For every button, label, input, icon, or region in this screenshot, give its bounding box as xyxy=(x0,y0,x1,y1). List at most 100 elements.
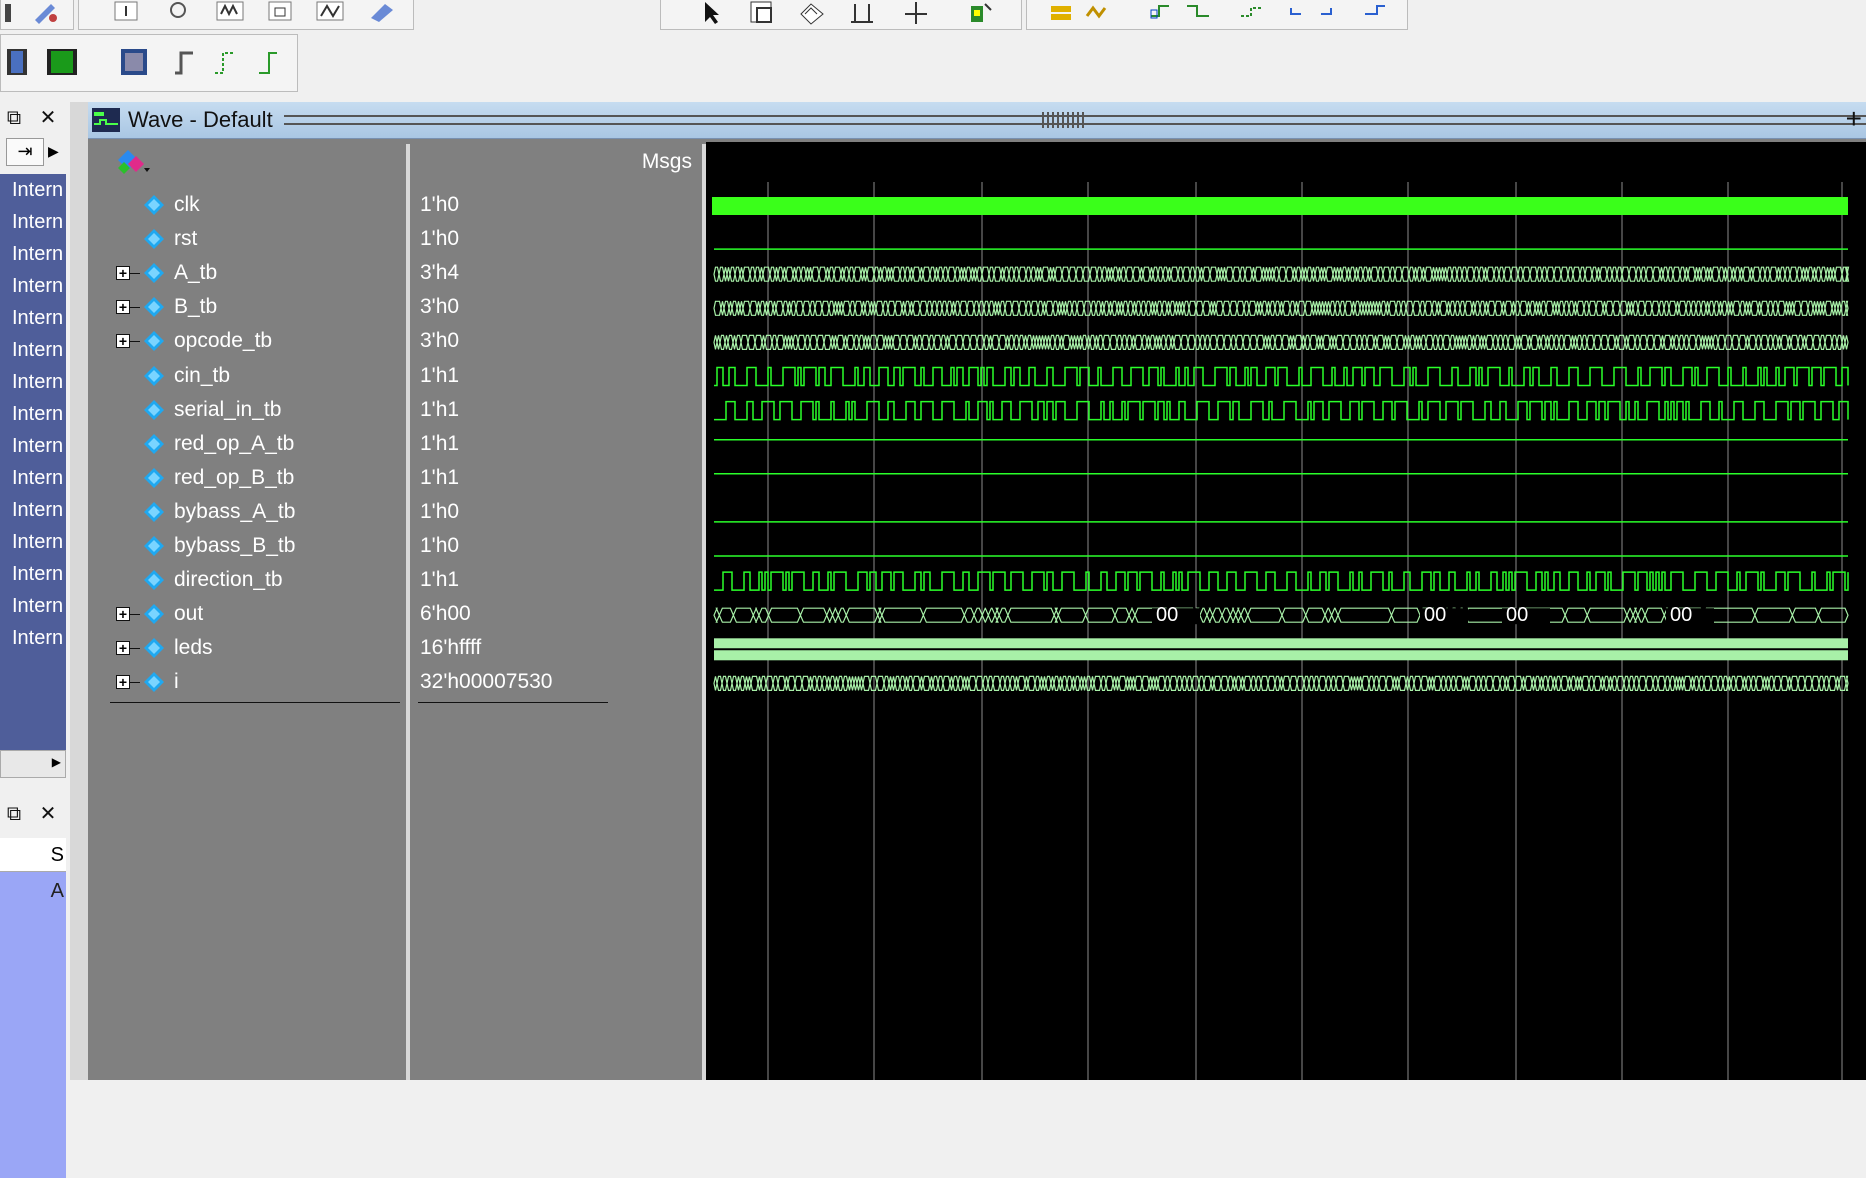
zoom-mode-icon[interactable] xyxy=(747,0,777,26)
undock-icon[interactable]: ⧉ xyxy=(6,803,22,825)
signal-row[interactable]: serial_in_tb xyxy=(106,393,406,427)
signal-value[interactable]: 1'h0 xyxy=(420,227,460,251)
split-icon[interactable] xyxy=(847,0,877,26)
bus-value-label: 00 xyxy=(1670,604,1692,626)
insert-cursor-icon[interactable] xyxy=(901,0,931,26)
signal-value[interactable]: 3'h4 xyxy=(420,261,460,285)
wave-color-icon[interactable] xyxy=(47,49,77,75)
cursor-select-icon[interactable] xyxy=(697,0,727,26)
signal-name: bybass_A_tb xyxy=(174,499,296,523)
instance-item[interactable]: Intern xyxy=(12,371,64,393)
signal-row[interactable]: rst xyxy=(106,222,406,256)
signal-value[interactable]: 3'h0 xyxy=(420,329,460,353)
instance-item[interactable]: Intern xyxy=(12,499,64,521)
instance-item[interactable]: Intern xyxy=(12,403,64,425)
lock-cursor-icon[interactable] xyxy=(965,0,995,26)
signal-value[interactable]: 1'h0 xyxy=(420,499,460,523)
signal-row[interactable]: direction_tb xyxy=(106,563,406,597)
find-last-icon[interactable] xyxy=(1361,0,1391,26)
signal-row[interactable]: red_op_B_tb xyxy=(106,461,406,495)
signal-row[interactable]: + i xyxy=(106,665,406,699)
title-grip-handle[interactable] xyxy=(1042,112,1086,128)
dock-splitter[interactable] xyxy=(70,102,88,1080)
expand-bus-icon[interactable] xyxy=(1047,0,1077,26)
wave-canvas[interactable]: 00 00 00 00 xyxy=(706,142,1866,1080)
close-icon[interactable]: ✕ xyxy=(39,107,57,129)
step-icon[interactable] xyxy=(111,0,141,26)
goto-icon[interactable]: ⇥ xyxy=(6,138,44,166)
instance-item[interactable]: Intern xyxy=(12,595,64,617)
instance-item[interactable]: Intern xyxy=(12,435,64,457)
expand-icon[interactable]: + xyxy=(116,641,130,656)
find-prev-icon[interactable] xyxy=(1277,0,1307,26)
signal-row[interactable]: + out xyxy=(106,597,406,631)
signal-value[interactable]: 1'h1 xyxy=(420,363,460,387)
signal-row[interactable]: + leds xyxy=(106,631,406,665)
edit-icon[interactable] xyxy=(31,0,61,26)
signal-row[interactable]: bybass_A_tb xyxy=(106,495,406,529)
edge-fall-icon[interactable] xyxy=(209,49,239,75)
signal-icon xyxy=(144,467,164,488)
lower-panel-selected-row[interactable]: A xyxy=(0,874,66,908)
value-wave-splitter[interactable] xyxy=(702,144,706,1080)
next-edge-icon[interactable] xyxy=(1147,0,1177,26)
edge-any-icon[interactable] xyxy=(253,49,283,75)
continue-icon[interactable] xyxy=(265,0,295,26)
edit-wave-icon[interactable] xyxy=(797,0,827,26)
plus-icon[interactable]: + xyxy=(1845,103,1862,134)
toolbar-button[interactable] xyxy=(3,0,33,26)
lower-panel-column-header[interactable]: S xyxy=(0,838,66,872)
name-value-splitter[interactable] xyxy=(406,144,410,1080)
instance-item[interactable]: Intern xyxy=(12,467,64,489)
expand-icon[interactable]: + xyxy=(116,334,130,349)
signal-value[interactable]: 1'h1 xyxy=(420,465,460,489)
instance-item[interactable]: Intern xyxy=(12,243,64,265)
find-first-icon[interactable] xyxy=(1237,0,1267,26)
scroll-right-icon[interactable]: ▶ xyxy=(48,143,59,159)
break-icon[interactable] xyxy=(367,0,397,26)
signal-value[interactable]: 3'h0 xyxy=(420,295,460,319)
expand-icon[interactable]: + xyxy=(116,266,130,281)
signal-row[interactable]: + A_tb xyxy=(106,256,406,290)
signal-value[interactable]: 1'h1 xyxy=(420,431,460,455)
scroll-right-arrow-icon[interactable]: ▶ xyxy=(51,755,61,769)
instance-item[interactable]: Intern xyxy=(12,275,64,297)
signal-row[interactable]: bybass_B_tb xyxy=(106,529,406,563)
close-icon[interactable]: ✕ xyxy=(39,803,57,825)
collapse-bus-icon[interactable] xyxy=(1083,0,1113,26)
wave-window-titlebar[interactable]: Wave - Default + xyxy=(88,102,1866,139)
signal-value[interactable]: 1'h1 xyxy=(420,397,460,421)
instance-item[interactable]: Intern xyxy=(12,307,64,329)
signal-value[interactable]: 1'h0 xyxy=(420,534,460,557)
wave-format-icon[interactable] xyxy=(3,49,33,75)
signal-value[interactable]: 1'h1 xyxy=(420,568,460,592)
signal-value[interactable]: 6'h00 xyxy=(420,602,471,626)
instance-item[interactable]: Intern xyxy=(12,179,64,201)
expand-icon[interactable]: + xyxy=(116,607,130,622)
signal-row[interactable]: clk xyxy=(106,188,406,222)
instance-item[interactable]: Intern xyxy=(12,339,64,361)
expand-icon[interactable]: + xyxy=(116,300,130,315)
instance-item[interactable]: Intern xyxy=(12,627,64,649)
run-all-icon[interactable] xyxy=(315,0,345,26)
signal-row[interactable]: + B_tb xyxy=(106,290,406,324)
signal-row[interactable]: red_op_A_tb xyxy=(106,427,406,461)
wave-pattern-icon[interactable] xyxy=(119,49,149,75)
signal-row[interactable]: + opcode_tb xyxy=(106,324,406,358)
signal-value[interactable]: 16'hffff xyxy=(420,636,482,660)
run-icon[interactable] xyxy=(215,0,245,26)
instance-item[interactable]: Intern xyxy=(12,211,64,233)
undock-icon[interactable]: ⧉ xyxy=(6,107,22,129)
prev-edge-icon[interactable] xyxy=(1183,0,1213,26)
edge-rise-icon[interactable] xyxy=(169,49,199,75)
instance-item[interactable]: Intern xyxy=(12,563,64,585)
expand-icon[interactable]: + xyxy=(116,675,130,690)
horizontal-scrollbar[interactable]: ▶ xyxy=(0,750,66,778)
restart-icon[interactable] xyxy=(163,0,193,26)
signal-row[interactable]: cin_tb xyxy=(106,359,406,393)
instance-item[interactable]: Intern xyxy=(12,531,64,553)
signal-value[interactable]: 1'h0 xyxy=(420,193,460,216)
signal-palette-icon[interactable] xyxy=(116,148,152,178)
find-next-icon[interactable] xyxy=(1317,0,1347,26)
signal-value[interactable]: 32'h00007530 xyxy=(420,670,553,694)
